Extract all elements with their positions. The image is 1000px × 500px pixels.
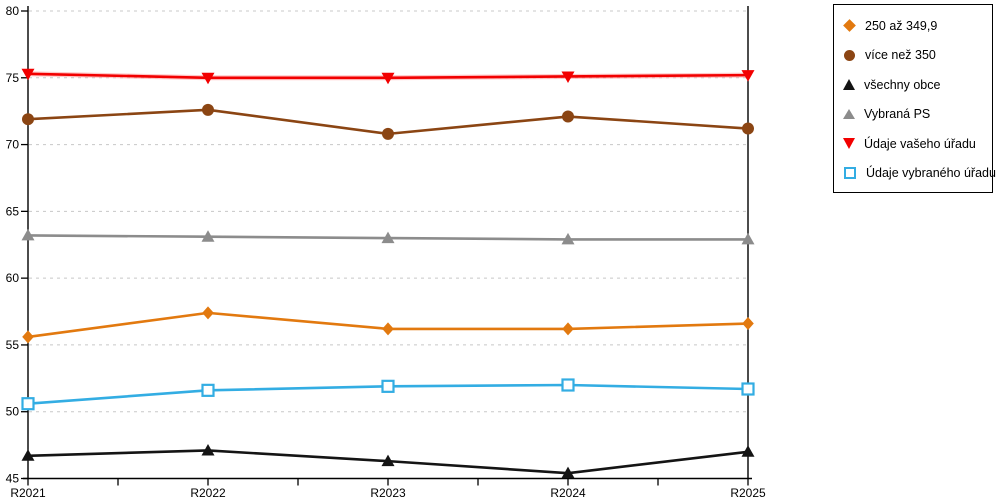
data-point-marker [21,397,35,411]
data-point-marker [201,72,215,85]
data-point-marker [202,103,214,116]
y-tick-label: 50 [6,405,20,419]
y-tick-label: 65 [6,204,20,218]
data-point-marker [381,454,395,467]
x-tick-label: R2022 [190,486,226,500]
circle-marker-icon [844,49,855,61]
square-open-marker-icon [844,167,856,180]
data-point-marker [381,72,395,85]
y-tick-label: 60 [6,271,20,285]
legend-item-label: Údaje vašeho úřadu [864,136,976,151]
data-point-marker [381,379,395,393]
data-point-marker [741,232,755,245]
legend-item-label: všechny obce [864,77,941,92]
x-tick-label: R2021 [10,486,46,500]
data-point-marker [381,231,395,244]
triangle-up-marker-icon [843,79,855,91]
legend: 250 až 349,9 více než 350 všechny obce V… [833,4,996,193]
y-tick-label: 55 [6,338,20,352]
data-point-marker [22,113,34,126]
data-point-marker [741,70,755,82]
y-tick-label: 80 [6,4,20,18]
data-point-marker [742,122,754,135]
legend-item: Vybraná PS [843,100,984,130]
legend-item: více než 350 [843,41,984,71]
data-point-marker [561,466,575,479]
legend-item-label: 250 až 349,9 [865,18,938,33]
legend-item-label: více než 350 [865,48,936,63]
data-point-marker [741,445,755,457]
data-point-marker [22,330,34,344]
data-point-marker [201,383,215,397]
diamond-marker-icon [843,19,856,33]
data-point-marker [742,317,754,331]
data-point-marker [561,378,575,392]
data-point-marker [562,322,574,336]
y-tick-label: 45 [6,472,20,486]
data-point-marker [741,382,755,396]
data-point-marker [562,110,574,123]
y-tick-label: 75 [6,71,20,85]
legend-item-label: Vybraná PS [864,107,931,122]
data-point-marker [561,232,575,245]
legend-item: Údaje vybraného úřadu [843,159,996,189]
data-point-marker [21,228,35,241]
triangle-up-gray-marker-icon [843,109,855,120]
data-point-marker [21,68,35,81]
legend-item: 250 až 349,9 [843,11,984,41]
x-tick-label: R2025 [730,486,766,500]
data-point-marker [201,443,215,456]
data-point-marker [21,449,35,461]
data-point-marker [382,127,394,140]
data-point-marker [202,306,214,320]
x-tick-label: R2024 [550,486,586,500]
y-tick-label: 70 [6,138,20,152]
x-tick-label: R2023 [370,486,406,500]
data-point-marker [561,71,575,83]
data-point-marker [201,230,215,242]
legend-item: všechny obce [843,70,984,100]
legend-item-label: Údaje vybraného úřadu [866,166,996,181]
data-point-marker [382,322,394,336]
triangle-down-marker-icon [843,138,855,150]
legend-item: Údaje vašeho úřadu [843,129,984,159]
